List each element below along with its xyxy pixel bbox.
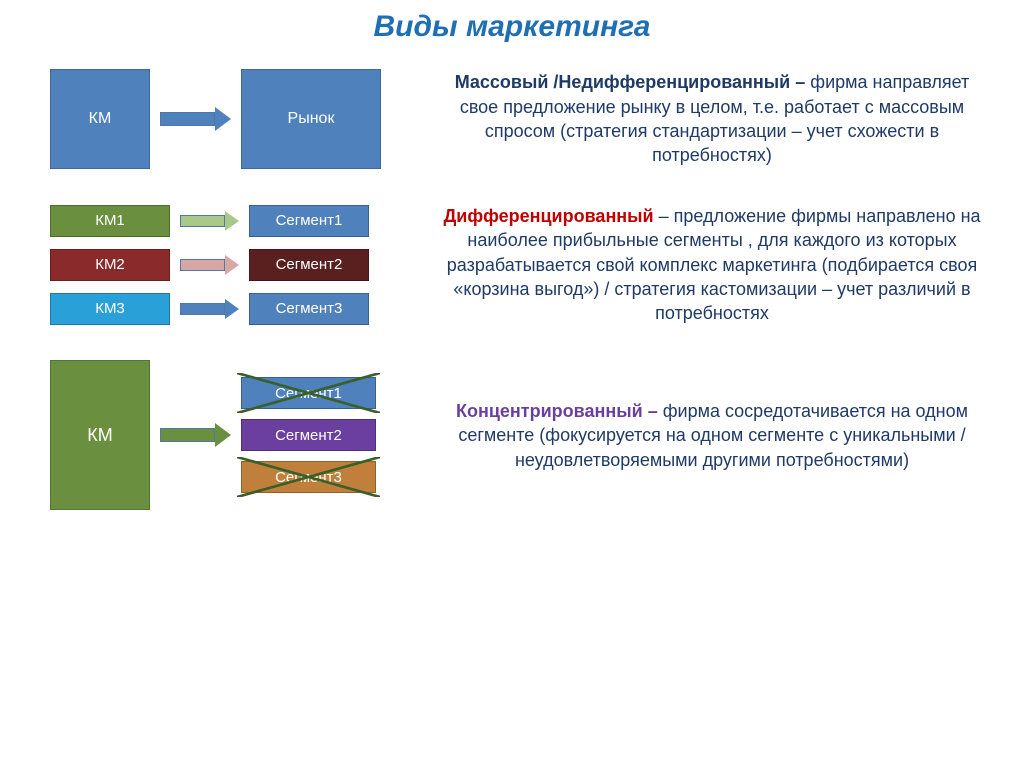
segments-conc: Сегмент1 Сегмент2 Сегмент3 bbox=[241, 377, 376, 493]
diagram-mass: КМ Рынок bbox=[30, 69, 430, 169]
segment-wrap: Сегмент1 bbox=[241, 377, 376, 409]
box-km-conc: КМ bbox=[50, 360, 150, 510]
box-segment1: Сегмент1 bbox=[241, 377, 376, 409]
arrow-icon bbox=[180, 253, 239, 277]
diagram-diff: КМ1 Сегмент1 КМ2 Сегмент2 КМ3 Сегмент3 bbox=[30, 205, 430, 325]
arrow-icon bbox=[180, 209, 239, 233]
heading-conc: Концентрированный – bbox=[456, 401, 663, 421]
arrow-icon bbox=[180, 297, 239, 321]
box-km: КМ bbox=[50, 69, 150, 169]
diagram-conc: КМ Сегмент1 Сегмент2 Сегмент3 bbox=[30, 360, 430, 510]
arrow-icon bbox=[160, 107, 231, 131]
box-segment1: Сегмент1 bbox=[249, 205, 369, 237]
desc-mass: Массовый /Недифференцированный – фирма н… bbox=[430, 70, 994, 167]
box-km2: КМ2 bbox=[50, 249, 170, 281]
page-title: Виды маркетинга bbox=[30, 10, 994, 44]
diff-row: КМ2 Сегмент2 bbox=[50, 249, 430, 281]
diff-row: КМ1 Сегмент1 bbox=[50, 205, 430, 237]
box-segment2: Сегмент2 bbox=[241, 419, 376, 451]
box-km1: КМ1 bbox=[50, 205, 170, 237]
section-diff: КМ1 Сегмент1 КМ2 Сегмент2 КМ3 Сегмент3 Диффер… bbox=[30, 204, 994, 325]
segment-wrap: Сегмент2 bbox=[241, 419, 376, 451]
heading-mass: Массовый /Недифференцированный – bbox=[455, 72, 806, 92]
diff-row: КМ3 Сегмент3 bbox=[50, 293, 430, 325]
desc-conc: Концентрированный – фирма сосредотачивае… bbox=[430, 399, 994, 472]
box-segment3: Сегмент3 bbox=[241, 461, 376, 493]
box-segment3: Сегмент3 bbox=[249, 293, 369, 325]
section-conc: КМ Сегмент1 Сегмент2 Сегмент3 Концентриров… bbox=[30, 360, 994, 510]
desc-diff: Дифференцированный – предложение фирмы н… bbox=[430, 204, 994, 325]
segment-wrap: Сегмент3 bbox=[241, 461, 376, 493]
arrow-icon bbox=[160, 423, 231, 447]
box-km3: КМ3 bbox=[50, 293, 170, 325]
heading-diff: Дифференцированный bbox=[443, 206, 653, 226]
section-mass: КМ Рынок Массовый /Недифференцированный … bbox=[30, 69, 994, 169]
box-market: Рынок bbox=[241, 69, 381, 169]
box-segment2: Сегмент2 bbox=[249, 249, 369, 281]
